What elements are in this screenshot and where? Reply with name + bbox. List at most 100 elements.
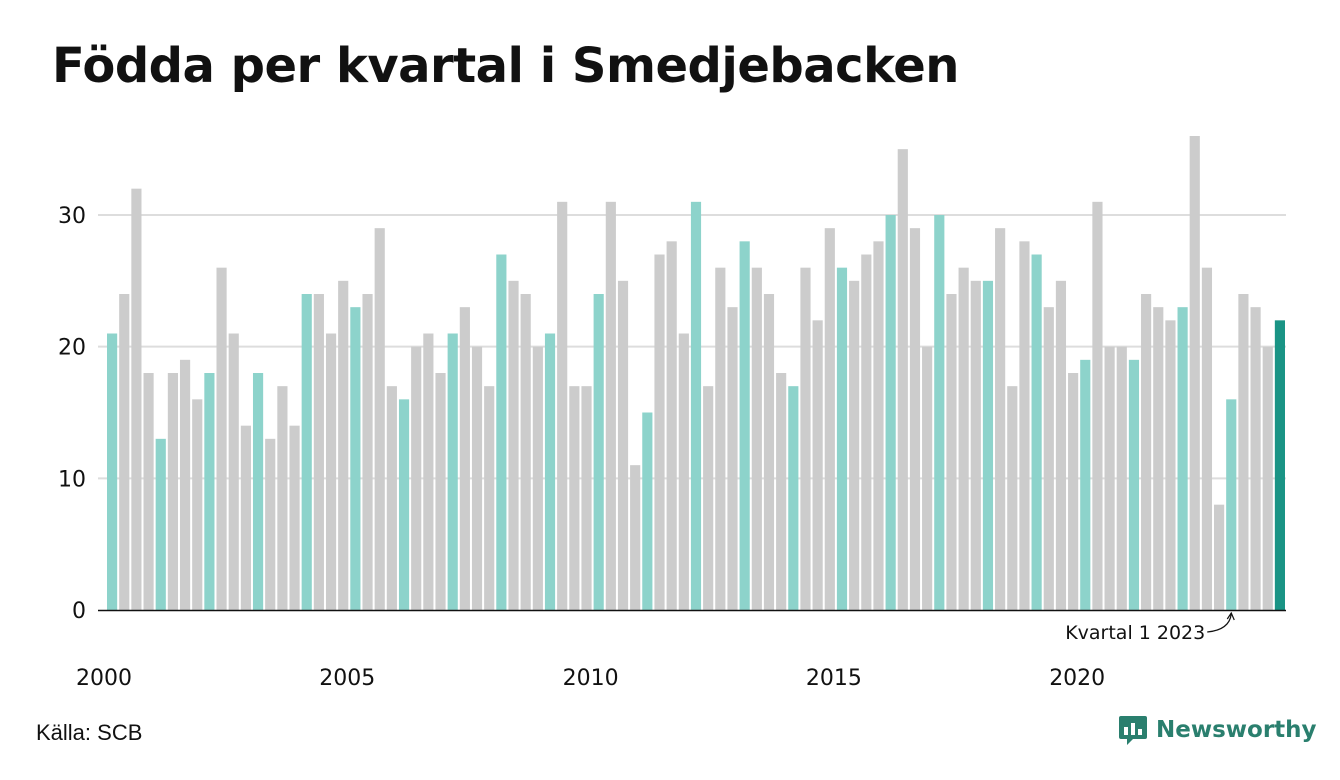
- bar: [313, 294, 324, 610]
- bar: [447, 333, 458, 610]
- bar: [350, 307, 361, 610]
- bar: [435, 373, 446, 610]
- bar: [630, 465, 641, 610]
- bar: [995, 228, 1006, 610]
- bar: [325, 333, 337, 610]
- bar-chart: 0 10 20 30 2000 2005 2010 2015 2020 Kvartal 1 202…: [58, 136, 1286, 691]
- bar: [265, 438, 276, 610]
- bar: [240, 425, 251, 610]
- bar: [496, 254, 507, 610]
- bar: [1007, 386, 1018, 610]
- bar: [970, 280, 981, 610]
- bar: [1019, 241, 1030, 611]
- y-tick-label: 10: [58, 467, 86, 492]
- bar: [532, 346, 543, 610]
- axis-labels: 0 10 20 30 2000 2005 2010 2015 2020 Kvartal 1 202…: [58, 204, 1235, 691]
- bar: [192, 399, 203, 610]
- bar: [1031, 254, 1042, 610]
- bar: [107, 333, 118, 610]
- bar: [1250, 307, 1261, 610]
- bars: [107, 136, 1285, 611]
- bar: [423, 333, 434, 610]
- bar: [459, 307, 470, 610]
- x-tick-label: 2015: [806, 666, 862, 691]
- bar: [277, 386, 288, 610]
- bar: [897, 149, 908, 610]
- annotation-arrow: [1207, 613, 1232, 633]
- bar: [934, 215, 945, 610]
- bar: [289, 425, 300, 610]
- annotation-arrowhead: [1226, 611, 1235, 621]
- bar: [1141, 294, 1152, 610]
- bar: [836, 267, 848, 610]
- x-tick-label: 2020: [1049, 666, 1105, 691]
- bar: [484, 386, 495, 610]
- bar: [1116, 346, 1127, 610]
- bar: [666, 241, 677, 611]
- bar: [1165, 320, 1176, 610]
- bar: [958, 267, 969, 610]
- bar: [788, 386, 799, 610]
- bar: [751, 267, 762, 610]
- bar: [861, 254, 872, 610]
- bar: [690, 201, 702, 611]
- bar: [252, 373, 264, 610]
- bar: [1201, 267, 1213, 610]
- chart-title: Födda per kvartal i Smedjebacken: [52, 38, 959, 94]
- brand-name: Newsworthy: [1156, 717, 1317, 743]
- bar: [715, 267, 726, 610]
- bar: [119, 294, 130, 610]
- bar: [593, 294, 604, 610]
- bar: [167, 373, 178, 610]
- bar: [411, 346, 422, 610]
- bar: [873, 241, 884, 611]
- bar: [1177, 307, 1188, 610]
- bar: [179, 359, 191, 610]
- y-tick-label: 20: [58, 336, 86, 361]
- bar: [471, 346, 483, 610]
- newsworthy-logo-icon: [1119, 716, 1147, 745]
- bar: [557, 201, 568, 611]
- bar: [678, 333, 689, 610]
- bar: [800, 267, 811, 610]
- bar: [228, 333, 239, 610]
- bar: [1153, 307, 1164, 610]
- bar: [301, 294, 312, 610]
- bar: [398, 399, 410, 610]
- bar: [824, 228, 835, 610]
- bar: [1128, 359, 1140, 610]
- bar: [569, 386, 580, 610]
- bar: [155, 438, 166, 610]
- bar: [508, 280, 519, 610]
- bar: [204, 373, 215, 610]
- x-tick-label: 2010: [563, 666, 619, 691]
- bar: [812, 320, 823, 610]
- bar: [776, 373, 787, 610]
- x-tick-label: 2000: [76, 666, 132, 691]
- bar: [1043, 307, 1054, 610]
- bar: [216, 267, 227, 610]
- bar: [982, 280, 994, 610]
- bar: [581, 386, 592, 610]
- bar: [922, 346, 933, 610]
- bar: [1189, 136, 1200, 610]
- bar: [617, 280, 629, 610]
- bar: [654, 254, 665, 610]
- bar: [1214, 504, 1225, 610]
- bar: [1262, 346, 1273, 610]
- bar: [386, 386, 397, 610]
- annotation-label: Kvartal 1 2023: [1065, 622, 1205, 644]
- bar: [362, 294, 373, 610]
- x-tick-label: 2005: [319, 666, 375, 691]
- bar: [763, 294, 775, 610]
- source-label: Källa: SCB: [36, 720, 143, 745]
- y-tick-label: 30: [58, 204, 86, 229]
- bar: [605, 201, 616, 611]
- bar: [1274, 320, 1285, 610]
- bar: [1104, 346, 1115, 610]
- bar: [739, 241, 750, 611]
- bar: [131, 188, 142, 610]
- bar: [1238, 294, 1249, 610]
- bar: [544, 333, 556, 610]
- newsworthy-logo[interactable]: Newsworthy: [1118, 714, 1317, 746]
